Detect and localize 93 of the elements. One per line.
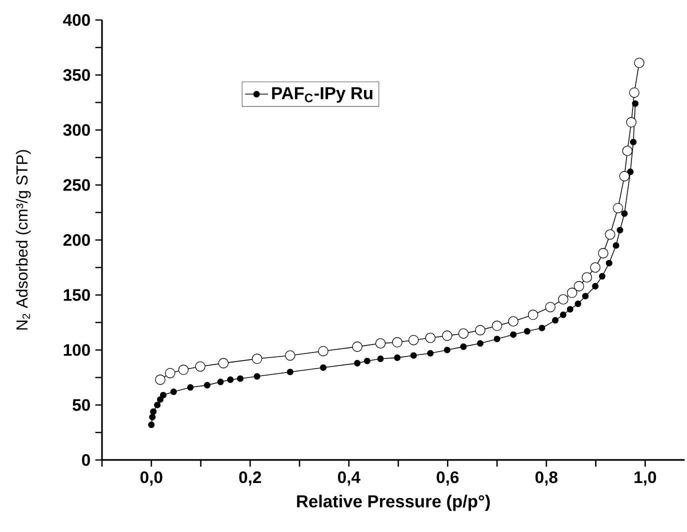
point bbox=[622, 146, 633, 156]
point bbox=[354, 360, 361, 366]
point bbox=[524, 328, 530, 335]
point bbox=[165, 368, 176, 378]
point bbox=[621, 210, 628, 217]
point bbox=[394, 354, 401, 361]
point bbox=[410, 352, 417, 359]
y-tick-label: 300 bbox=[63, 124, 90, 136]
y-tick-label: 200 bbox=[63, 234, 90, 246]
point bbox=[148, 422, 155, 428]
point bbox=[318, 346, 328, 356]
point bbox=[427, 350, 434, 357]
x-tick-label: 0,2 bbox=[239, 471, 262, 486]
point bbox=[392, 337, 402, 348]
point bbox=[598, 273, 606, 280]
point bbox=[545, 302, 556, 312]
point bbox=[494, 336, 500, 342]
x-tick-label: 0,0 bbox=[140, 471, 162, 486]
point bbox=[155, 374, 166, 385]
point bbox=[574, 300, 582, 308]
point bbox=[619, 171, 630, 182]
point bbox=[195, 361, 206, 372]
point bbox=[538, 324, 546, 332]
y-tick-label: 350 bbox=[63, 69, 90, 81]
point bbox=[606, 260, 612, 266]
point bbox=[634, 58, 644, 68]
point bbox=[204, 382, 210, 388]
point bbox=[442, 330, 452, 341]
point bbox=[252, 354, 262, 364]
point bbox=[582, 272, 592, 283]
y-tick-label: 400 bbox=[63, 14, 90, 26]
legend-label: PAF$_{C}$-IPy Ru bbox=[272, 87, 372, 103]
x-tick-label: 1,0 bbox=[634, 471, 656, 486]
point bbox=[352, 342, 362, 352]
x-tick-label: 0,4 bbox=[338, 471, 360, 486]
y-tick-label: 150 bbox=[64, 289, 90, 301]
point bbox=[150, 408, 157, 415]
point bbox=[458, 328, 469, 339]
point bbox=[157, 396, 164, 403]
point bbox=[476, 340, 484, 347]
point bbox=[408, 334, 419, 346]
point bbox=[254, 373, 260, 380]
point bbox=[170, 388, 177, 396]
point bbox=[236, 375, 244, 382]
point bbox=[626, 117, 636, 128]
point bbox=[590, 262, 600, 273]
point bbox=[320, 364, 326, 371]
point bbox=[227, 376, 234, 383]
x-axis-title: Relative Pressure (p/p°) bbox=[297, 494, 490, 511]
point bbox=[612, 242, 620, 249]
point bbox=[566, 288, 578, 298]
point bbox=[612, 202, 624, 214]
x-tick-label: 0,8 bbox=[535, 471, 558, 486]
point bbox=[377, 356, 384, 362]
point bbox=[510, 331, 517, 338]
point bbox=[566, 306, 574, 313]
point bbox=[460, 343, 467, 350]
point bbox=[508, 316, 518, 327]
point bbox=[364, 358, 370, 364]
point bbox=[629, 87, 640, 98]
x-tick-label: 0,6 bbox=[436, 471, 459, 486]
y-tick-label: 50 bbox=[72, 399, 90, 411]
y-tick-label: 250 bbox=[63, 179, 90, 191]
point bbox=[187, 384, 194, 391]
point bbox=[178, 364, 189, 375]
y-tick-label: 100 bbox=[64, 344, 90, 356]
point bbox=[492, 320, 502, 331]
point bbox=[375, 338, 386, 349]
point bbox=[552, 317, 559, 324]
point bbox=[592, 282, 599, 290]
point bbox=[604, 229, 616, 240]
point bbox=[160, 392, 166, 398]
point bbox=[630, 138, 637, 146]
point bbox=[560, 312, 566, 318]
point bbox=[154, 402, 161, 408]
point bbox=[528, 310, 538, 320]
point bbox=[558, 294, 568, 305]
point bbox=[149, 414, 156, 420]
y-tick-label: 0 bbox=[82, 454, 90, 466]
y-axis-title: N$_{2}$ Adsorbed (cm³/g STP) bbox=[16, 150, 31, 330]
point bbox=[218, 358, 229, 368]
point bbox=[627, 168, 634, 176]
point bbox=[598, 248, 608, 258]
point bbox=[632, 100, 639, 107]
point bbox=[284, 350, 296, 361]
point bbox=[425, 332, 436, 344]
point bbox=[616, 226, 624, 234]
point bbox=[582, 292, 589, 300]
point bbox=[217, 378, 224, 386]
point bbox=[444, 346, 450, 354]
point bbox=[574, 281, 584, 292]
point bbox=[475, 325, 486, 336]
point bbox=[286, 368, 294, 376]
